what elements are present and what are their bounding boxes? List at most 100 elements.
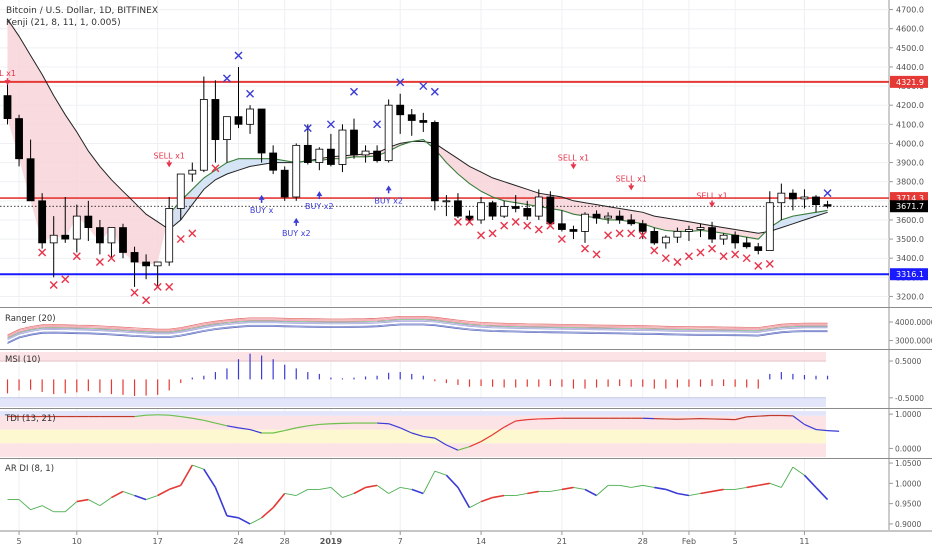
sell-mark xyxy=(511,217,520,226)
ardi-line-segment xyxy=(365,484,378,489)
tdi-line-segment xyxy=(215,422,228,427)
y-tick-label: 3200.0 xyxy=(896,292,924,301)
cross-stroke xyxy=(500,221,509,230)
cross-stroke xyxy=(534,225,543,234)
buy-mark xyxy=(396,78,405,87)
bear-cloud xyxy=(7,19,193,266)
ardi-line-segment xyxy=(157,488,170,497)
candle xyxy=(592,213,601,219)
ranger-mid-line xyxy=(7,319,828,339)
ardi-line-segment xyxy=(619,484,632,488)
x-tick-label: 28 xyxy=(280,537,290,546)
cross-stroke xyxy=(234,51,243,60)
tdi-line-segment xyxy=(180,415,193,419)
candle xyxy=(823,204,832,207)
tdi-line-segment xyxy=(434,437,447,446)
tdi-line-segment xyxy=(815,428,828,432)
ardi-line-segment xyxy=(88,499,101,507)
y-tick-label: 1.0000 xyxy=(895,479,921,488)
buy-mark xyxy=(823,189,832,198)
tdi-line-segment xyxy=(827,430,840,432)
candle xyxy=(396,104,405,116)
cross-stroke xyxy=(72,252,81,261)
ardi-line-segment xyxy=(515,493,528,496)
cross-stroke xyxy=(511,217,520,226)
sell-mark xyxy=(95,258,104,267)
bear-cloud xyxy=(573,200,585,217)
candle xyxy=(211,99,220,141)
ranger-label: Ranger (20) xyxy=(5,314,56,324)
cross-stroke xyxy=(673,258,682,267)
candle xyxy=(38,200,47,244)
ranger-line xyxy=(7,316,828,336)
cross-stroke xyxy=(453,217,462,226)
ardi-line-segment xyxy=(457,487,471,509)
ardi-line-segment xyxy=(654,486,666,491)
candle xyxy=(638,223,647,232)
tdi-line-segment xyxy=(480,434,493,443)
buy-mark xyxy=(326,120,335,129)
sell-mark xyxy=(38,248,47,257)
tdi-line-segment xyxy=(527,418,539,421)
cross-stroke xyxy=(326,120,335,129)
bull-cloud xyxy=(238,158,251,171)
sell-mark xyxy=(523,221,532,230)
ardi-line-segment xyxy=(780,466,794,488)
signal-label: SELL x1 xyxy=(153,151,184,160)
sell-mark xyxy=(731,250,740,259)
y-tick-label: 0.9500 xyxy=(895,500,921,509)
cross-stroke xyxy=(581,244,589,253)
ardi-line-segment xyxy=(238,517,251,525)
candle xyxy=(719,234,728,240)
y-tick-label: 0.5000 xyxy=(895,357,921,366)
ardi-line-segment xyxy=(746,484,759,489)
ranger-line xyxy=(7,317,828,337)
fast-ma-line xyxy=(168,139,828,240)
cross-stroke xyxy=(615,229,624,238)
ardi-line-segment xyxy=(41,505,54,513)
chart-title: Bitcoin / U.S. Dollar, 1D, BITFINEX xyxy=(6,6,158,16)
tdi-line-segment xyxy=(169,414,181,418)
candle xyxy=(199,99,208,171)
tdi-lower-zone xyxy=(0,443,826,457)
tdi-line-segment xyxy=(249,428,262,434)
buy-mark xyxy=(430,87,439,96)
ardi-line-segment xyxy=(815,486,829,501)
msi-lower-zone xyxy=(0,397,826,407)
candle xyxy=(269,152,278,171)
candle xyxy=(500,206,509,217)
tdi-line-segment xyxy=(134,414,147,418)
ardi-line-segment xyxy=(561,486,574,491)
cross-stroke xyxy=(107,254,116,263)
tdi-line-segment xyxy=(792,415,805,425)
sell-mark xyxy=(719,252,728,261)
candle xyxy=(754,246,763,251)
cross-stroke xyxy=(130,288,139,297)
x-tick-label: 7 xyxy=(398,537,403,546)
sell-mark xyxy=(488,229,497,238)
cross-stroke xyxy=(546,221,555,230)
candle xyxy=(477,202,485,221)
sell-mark xyxy=(696,248,705,257)
msi-label: MSI (10) xyxy=(5,355,41,365)
buy-mark xyxy=(246,89,255,98)
sell-mark xyxy=(142,296,151,305)
bear-cloud xyxy=(561,196,574,215)
y-tick-label: 4700.0 xyxy=(896,6,924,15)
bull-cloud xyxy=(226,158,239,175)
y-tick-label: -0.5000 xyxy=(895,394,924,403)
tdi-upper-zone xyxy=(0,411,826,416)
y-tick-label: 4000.0 xyxy=(896,139,924,148)
candle xyxy=(731,234,740,244)
sell-mark xyxy=(107,254,116,263)
ardi-line-segment xyxy=(769,482,782,488)
tdi-line-segment xyxy=(203,419,216,424)
bear-cloud xyxy=(481,172,493,197)
x-tick-label: 28 xyxy=(638,537,648,546)
sell-mark xyxy=(638,231,647,240)
y-tick-label: 1.0000 xyxy=(895,410,921,419)
x-tick-label: 21 xyxy=(557,537,567,546)
x-tick-label: 2019 xyxy=(320,537,343,546)
ardi-line-segment xyxy=(296,489,309,496)
cross-stroke xyxy=(684,252,693,261)
